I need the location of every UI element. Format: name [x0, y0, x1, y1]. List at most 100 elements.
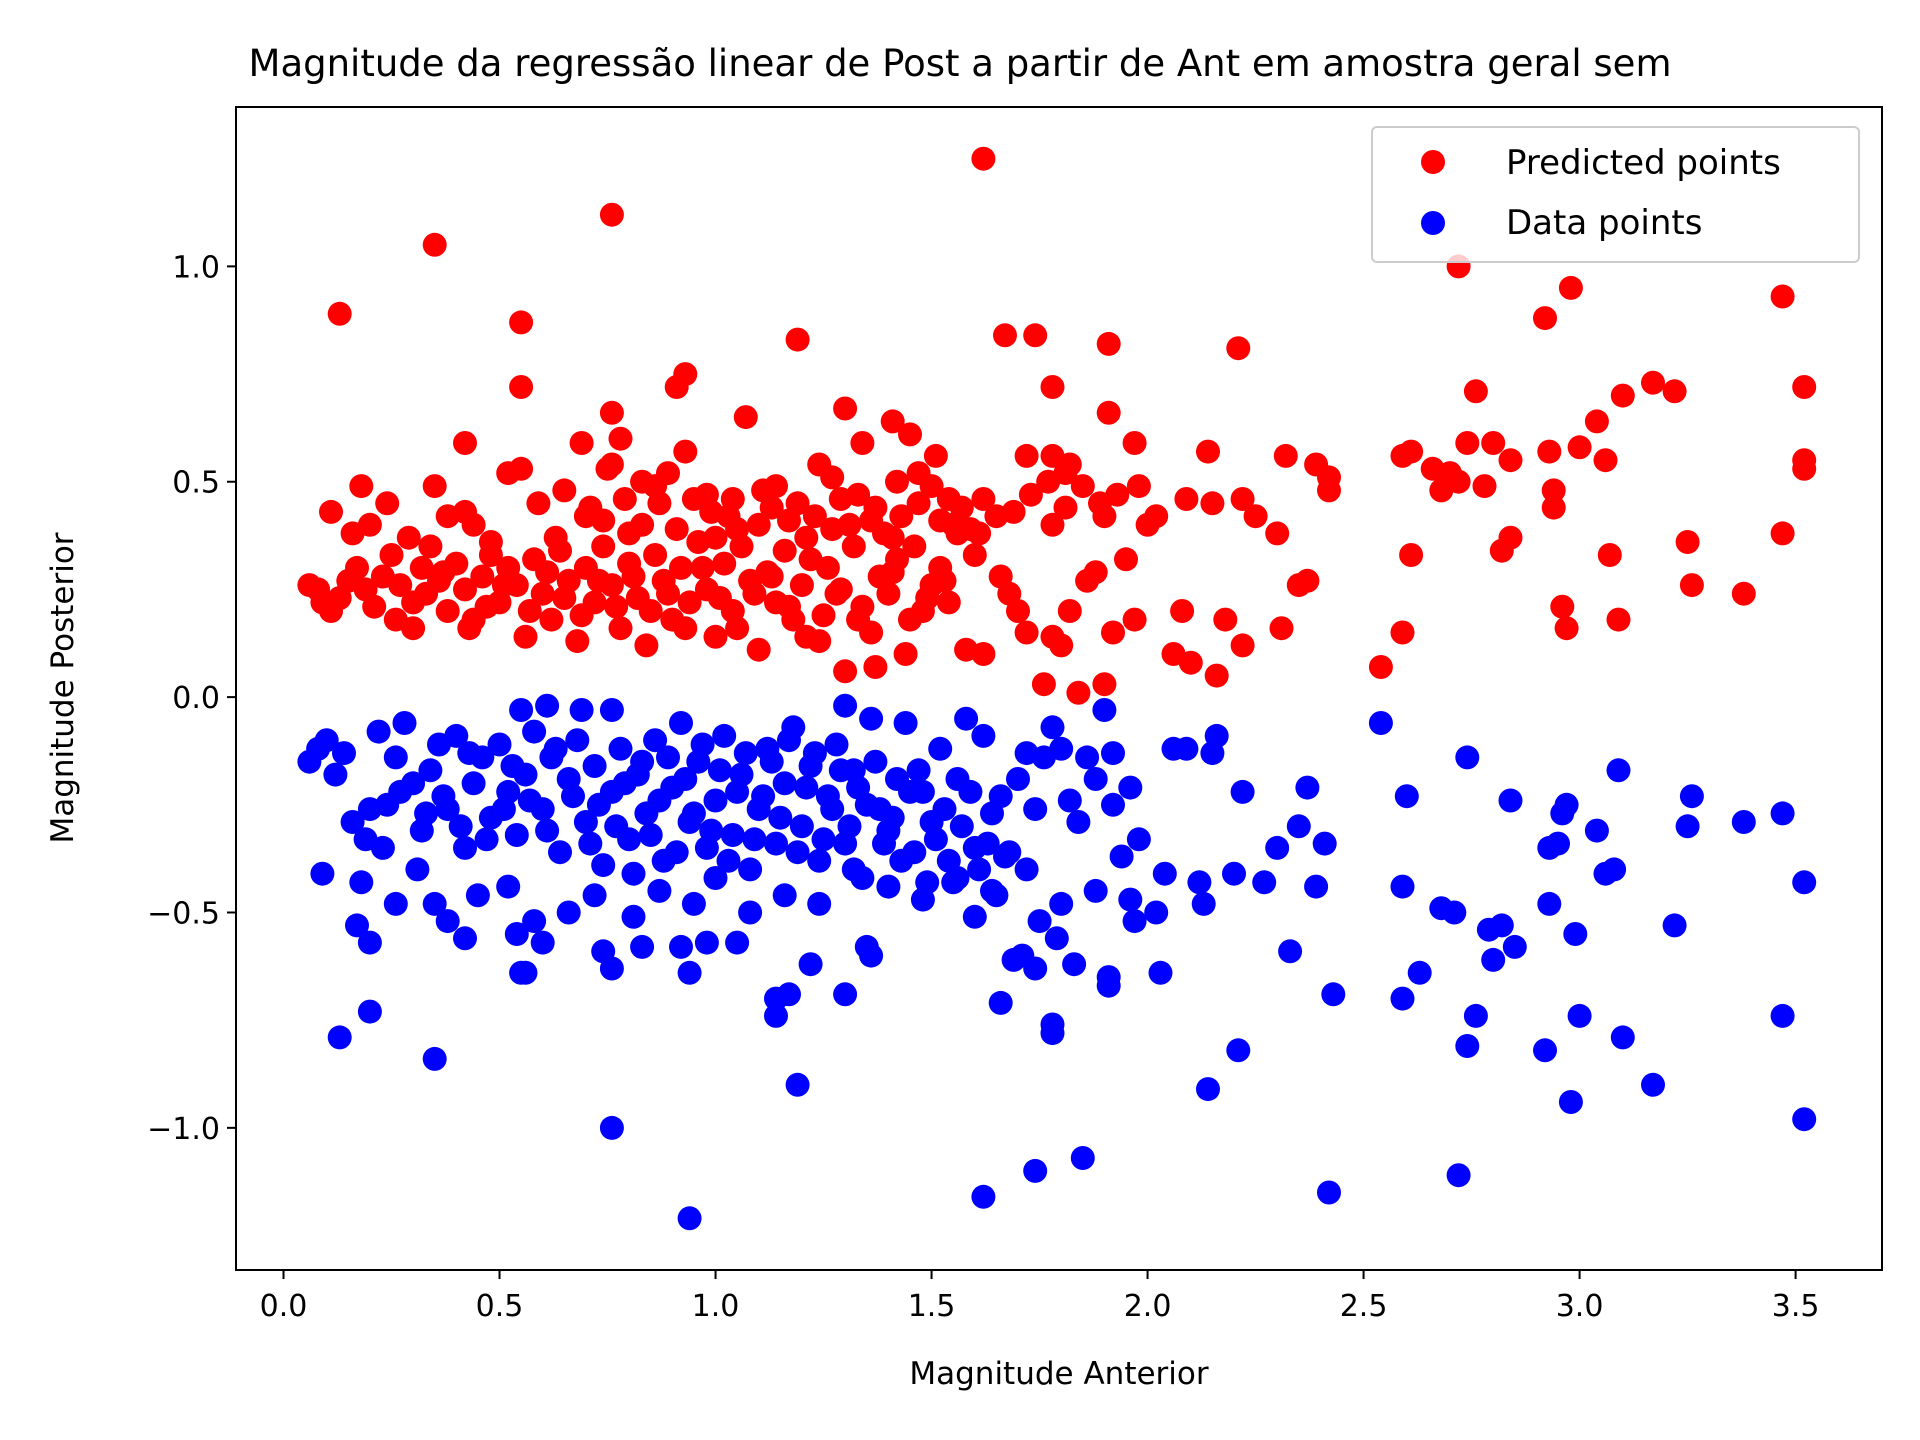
data-point	[565, 728, 590, 753]
predicted-point	[1295, 568, 1320, 593]
predicted-point	[1593, 448, 1618, 473]
data-point	[435, 909, 460, 934]
data-point	[1023, 1158, 1048, 1183]
data-point	[1027, 909, 1052, 934]
data-point	[733, 741, 758, 766]
predicted-point	[1066, 680, 1091, 705]
data-point	[1455, 1034, 1480, 1058]
data-point	[802, 741, 827, 766]
predicted-point	[1057, 599, 1082, 623]
data-point	[988, 990, 1013, 1015]
predicted-point	[1304, 452, 1329, 477]
data-point	[759, 749, 784, 774]
predicted-point	[530, 581, 555, 606]
data-point	[647, 788, 672, 813]
data-point	[898, 779, 922, 804]
data-point	[388, 779, 413, 804]
data-point	[453, 835, 477, 860]
predicted-point	[638, 599, 663, 623]
predicted-point	[491, 573, 516, 598]
predicted-point	[664, 517, 689, 542]
predicted-point	[1265, 521, 1290, 546]
data-point	[859, 706, 884, 731]
data-point	[772, 883, 797, 908]
data-point	[993, 844, 1017, 869]
data-point	[543, 736, 568, 761]
data-point	[621, 904, 646, 929]
predicted-point	[656, 581, 680, 606]
data-point	[1558, 1090, 1583, 1114]
data-point	[777, 982, 801, 1007]
predicted-point	[1014, 620, 1039, 645]
data-point	[703, 788, 728, 813]
predicted-point	[1040, 512, 1065, 537]
predicted-point	[772, 538, 797, 563]
data-point	[1040, 715, 1065, 740]
predicted-point	[379, 543, 404, 567]
data-point	[535, 818, 560, 843]
predicted-point	[608, 426, 633, 451]
predicted-point	[1606, 607, 1631, 632]
predicted-point	[802, 504, 827, 529]
predicted-point	[327, 301, 352, 326]
predicted-point	[319, 499, 343, 524]
predicted-point	[1498, 448, 1523, 473]
data-point	[621, 861, 646, 886]
data-point	[504, 922, 529, 946]
predicted-point	[1170, 599, 1195, 623]
data-point	[1546, 831, 1570, 856]
predicted-point	[1390, 443, 1415, 468]
predicted-point	[414, 581, 439, 606]
predicted-point	[1429, 478, 1454, 503]
data-point	[1770, 1003, 1795, 1028]
data-point	[967, 857, 992, 882]
predicted-point	[846, 607, 871, 632]
predicted-point	[936, 590, 961, 615]
data-point	[669, 711, 693, 735]
data-point	[1014, 857, 1039, 882]
predicted-point	[958, 517, 983, 542]
data-point	[630, 934, 655, 959]
data-point	[1101, 741, 1125, 766]
data-point	[699, 818, 724, 843]
data-point	[936, 848, 961, 873]
predicted-point	[453, 577, 477, 602]
predicted-point	[815, 555, 840, 580]
data-point	[461, 771, 486, 796]
predicted-point	[872, 521, 896, 546]
predicted-point	[595, 456, 620, 481]
predicted-point	[422, 232, 447, 257]
data-point	[1096, 973, 1121, 998]
predicted-point	[1273, 443, 1298, 468]
data-point	[833, 982, 858, 1007]
predicted-point	[893, 642, 918, 666]
data-point	[1049, 736, 1074, 761]
data-point	[681, 801, 706, 826]
predicted-point	[725, 517, 750, 542]
predicted-point	[833, 659, 858, 684]
predicted-point	[1126, 474, 1151, 499]
data-point	[1554, 792, 1579, 817]
predicted-point	[906, 491, 931, 516]
data-point	[915, 870, 940, 895]
data-point	[1567, 1003, 1592, 1028]
predicted-point	[643, 543, 668, 567]
predicted-point	[1101, 620, 1125, 645]
legend: Predicted points Data points	[1371, 126, 1860, 263]
data-point	[703, 866, 728, 890]
predicted-point	[1463, 379, 1488, 404]
predicted-point	[630, 469, 655, 494]
data-point	[1770, 801, 1795, 826]
y-tick-label: −0.5	[147, 896, 220, 931]
data-point	[772, 771, 797, 796]
predicted-point	[513, 624, 538, 649]
predicted-point	[820, 465, 845, 490]
predicted-point	[1096, 331, 1121, 356]
predicted-point	[1662, 379, 1687, 404]
data-point	[958, 779, 983, 804]
data-point	[1118, 775, 1143, 800]
data-point	[638, 823, 663, 847]
data-point	[1455, 745, 1480, 770]
y-axis-label: Magnitude Posterior	[45, 532, 81, 843]
predicted-point	[664, 375, 689, 399]
